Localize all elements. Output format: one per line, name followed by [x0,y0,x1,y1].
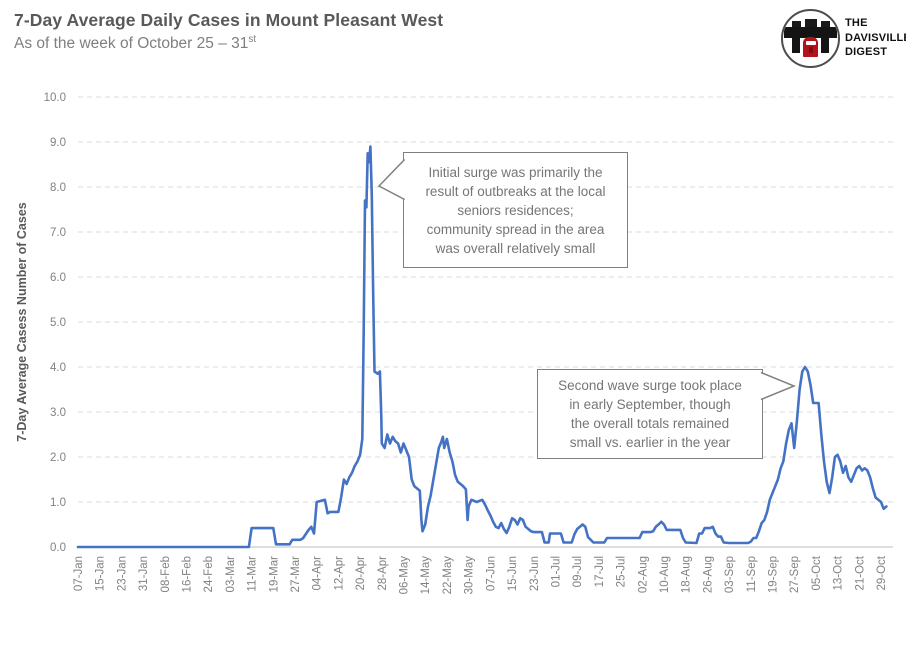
x-tick-label: 08-Feb [160,556,172,592]
x-tick-label: 22-May [442,556,454,595]
x-tick-label: 25-Jul [616,556,628,587]
x-tick-label: 11-Mar [247,556,259,592]
x-tick-label: 27-Mar [290,556,302,593]
x-tick-label: 11-Sep [746,556,758,592]
x-tick-label: 18-Aug [681,556,693,593]
logo-subway-train-icon [803,37,818,57]
x-tick-label: 29-Oct [876,555,888,590]
annotation-initial-surge-text: Initial surge was primarily the result o… [425,164,606,256]
x-tick-label: 31-Jan [138,556,150,591]
x-tick-label: 05-Oct [811,555,823,590]
logo-circle-icon [781,9,840,68]
x-tick-label: 14-May [420,556,432,595]
x-tick-label: 27-Sep [789,556,801,593]
x-tick-label: 07-Jun [485,556,497,591]
x-tick-label: 15-Jun [507,556,519,591]
page-title: 7-Day Average Daily Cases in Mount Pleas… [14,10,444,30]
x-tick-label: 19-Mar [268,556,280,593]
x-tick-label: 06-May [399,556,411,595]
y-tick-label: 0.0 [50,542,66,554]
x-tick-label: 23-Jan [116,556,128,591]
x-tick-label: 20-Apr [355,556,367,591]
x-tick-label: 26-Aug [702,556,714,593]
x-tick-label: 02-Aug [637,556,649,593]
x-tick-label: 13-Oct [833,555,845,590]
logo-word-davisville: DAVISVILLE [845,31,906,44]
y-tick-label: 3.0 [50,407,66,419]
subtitle-superscript: st [248,34,257,45]
y-tick-label: 10.0 [44,92,66,104]
logo-word-digest: DIGEST [845,46,888,58]
subtitle-text: As of the week of October 25 – 31 [14,35,249,53]
x-tick-label: 10-Aug [659,556,671,593]
y-axis-title: 7-Day Average Casess Number of Cases [15,202,29,442]
logo-skyline-icon [792,21,801,27]
x-tick-label: 09-Jul [572,556,584,587]
x-tick-label: 01-Jul [550,556,562,587]
logo-wordmark: THE DAVISVILLE DIGEST [845,16,906,60]
x-tick-label: 04-Apr [312,556,324,591]
x-tick-label: 16-Feb [182,556,194,592]
annotation-second-wave-text: Second wave surge took place in early Se… [558,378,742,450]
y-tick-label: 7.0 [50,227,66,239]
x-tick-label: 23-Jun [529,556,541,591]
logo-skyline-icon [821,21,830,27]
y-tick-label: 6.0 [50,272,66,284]
cases-line-series [76,145,888,549]
x-tick-label: 28-Apr [377,556,389,591]
logo-bridge-icon [784,27,837,38]
logo-train-window-icon [805,41,816,45]
x-tick-label: 19-Sep [767,556,779,593]
davisville-digest-logo: THE DAVISVILLE DIGEST [781,9,906,69]
x-tick-label: 03-Sep [724,556,736,593]
y-tick-label: 9.0 [50,137,66,149]
y-tick-label: 4.0 [50,362,66,374]
logo-bridge-pillar-icon [792,38,800,53]
x-tick-label: 30-May [464,556,476,595]
logo-skyline-icon [805,19,817,27]
y-tick-label: 5.0 [50,317,66,329]
page-subtitle: As of the week of October 25 – 31st [14,34,256,53]
x-tick-label: 12-Apr [333,556,345,591]
annotation-initial-surge: Initial surge was primarily the result o… [403,152,628,268]
y-tick-label: 8.0 [50,182,66,194]
logo-bridge-pillar-icon [821,38,829,53]
x-tick-label: 07-Jan [73,556,85,591]
annotation-second-wave: Second wave surge took place in early Se… [537,369,763,459]
x-tick-label: 15-Jan [95,556,107,591]
x-tick-label: 03-Mar [225,556,237,593]
logo-word-the: THE [845,17,868,29]
y-tick-label: 2.0 [50,452,66,464]
logo-train-door-icon [808,47,813,53]
x-tick-label: 24-Feb [203,556,215,592]
x-tick-label: 17-Jul [594,556,606,587]
x-tick-label: 21-Oct [854,555,866,590]
y-tick-label: 1.0 [50,497,66,509]
